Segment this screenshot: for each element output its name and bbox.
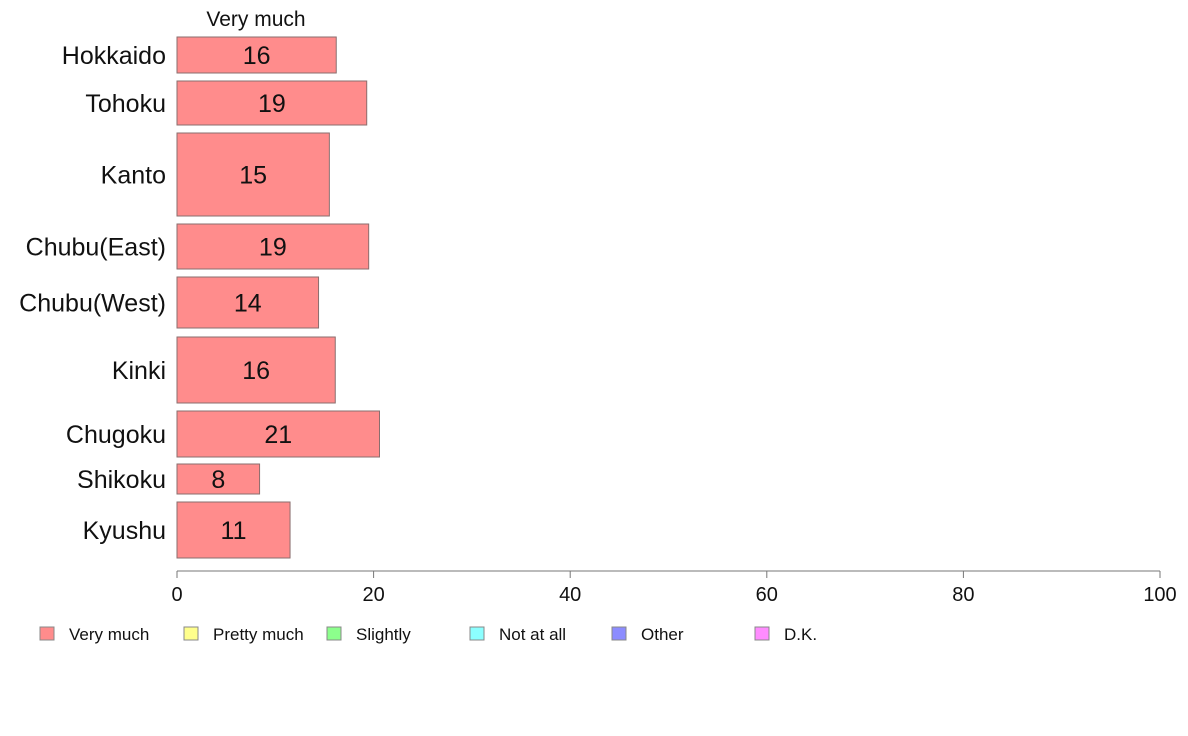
bar-value-label: 19 [258,90,286,118]
category-label: Kyushu [83,517,166,545]
bar-segment [176,276,320,329]
x-tick-label: 100 [1143,584,1176,606]
bar-value-label: 11 [221,517,247,545]
legend-label: Slightly [356,625,411,644]
bar-segment [176,463,261,495]
category-label: Shikoku [77,466,166,494]
bar-value-label: 21 [264,421,292,449]
category-label: Hokkaido [62,42,166,70]
bar-value-label: 15 [239,162,267,190]
category-label: Chubu(East) [26,234,166,262]
bar-value-label: 19 [259,234,287,262]
category-label: Chubu(West) [19,290,166,318]
category-label: Chugoku [66,421,166,449]
bar-segment [176,36,337,74]
category-label: Tohoku [85,90,166,118]
x-tick-label: 60 [756,584,778,606]
legend-swatch [39,626,55,641]
bar-segment [176,336,336,404]
x-tick-label: 80 [952,584,974,606]
bar-value-label: 16 [243,42,271,70]
value-labels: 16 19 15 19 14 16 21 8 11 [211,42,292,545]
legend-label: Other [641,625,684,644]
bar-value-label: 14 [234,290,262,318]
bar-segment [176,80,368,126]
bar-segment [176,410,380,458]
bar-value-label: 8 [211,466,225,494]
legend-label: Not at all [499,625,566,644]
x-tick-label: 40 [559,584,581,606]
bar-segment [176,501,291,559]
bar-segment [176,132,330,217]
category-label: Kanto [101,162,166,190]
legend-swatch [326,626,342,641]
legend-swatch [469,626,485,641]
bars [176,36,380,559]
x-axis: 0 20 40 60 80 100 [171,570,1177,606]
legend: Very much Pretty much Slightly Not at all Ot… [39,625,817,644]
legend-swatch [611,626,627,641]
bar-value-label: 16 [242,357,270,385]
legend-label: D.K. [784,625,817,644]
legend-label: Pretty much [213,625,304,644]
x-tick-label: 0 [171,584,182,606]
category-label: Kinki [112,357,166,385]
series-title: Very much [206,8,305,31]
legend-swatch [754,626,770,641]
x-tick-label: 20 [362,584,384,606]
category-labels: Hokkaido Tohoku Kanto Chubu(East) Chubu(West… [19,42,166,545]
legend-label: Very much [69,625,149,644]
legend-swatch [183,626,199,641]
bar-segment [176,223,370,270]
